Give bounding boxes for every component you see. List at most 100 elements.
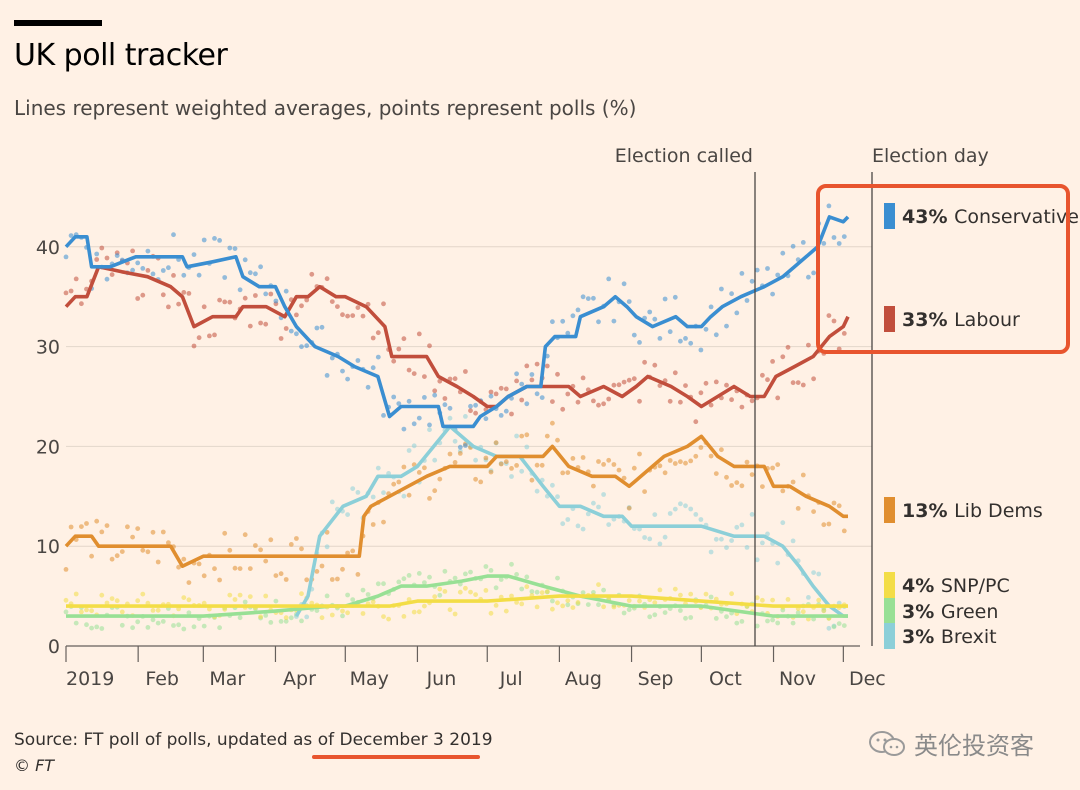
- green-poll-point: [288, 615, 294, 621]
- green-poll-point: [688, 615, 694, 620]
- libdems-poll-point: [181, 556, 187, 562]
- snp-poll-point: [401, 614, 407, 619]
- conservative-poll-point: [253, 271, 258, 277]
- green-poll-point: [534, 589, 540, 595]
- green-poll-point: [841, 623, 847, 628]
- conservative-poll-point: [288, 328, 294, 334]
- labour-poll-point: [160, 292, 166, 298]
- libdems-poll-point: [273, 573, 279, 578]
- green-poll-point: [263, 613, 269, 618]
- labour-poll-point: [335, 304, 340, 309]
- libdems-poll-point: [94, 518, 100, 524]
- libdems-poll-point: [760, 484, 765, 489]
- snp-poll-point: [345, 610, 350, 616]
- libdems-poll-point: [606, 457, 612, 463]
- snp-line: [66, 594, 848, 608]
- labour-poll-point: [130, 248, 136, 254]
- green-poll-point: [621, 610, 627, 616]
- libdems-poll-point: [89, 553, 94, 559]
- brexit-poll-point: [550, 482, 555, 488]
- libdems-poll-point: [616, 467, 622, 473]
- brexit-poll-point: [662, 534, 668, 540]
- libdems-poll-point: [524, 432, 530, 438]
- snp-poll-point: [370, 599, 376, 605]
- snp-poll-point: [299, 591, 304, 597]
- snp-poll-point: [319, 615, 325, 621]
- conservative-poll-point: [237, 287, 243, 293]
- x-tick-label: Jul: [499, 668, 523, 690]
- brexit-poll-point: [596, 504, 601, 510]
- labour-poll-point: [529, 377, 535, 383]
- conservative-poll-point: [150, 271, 156, 277]
- conservative-poll-point: [780, 250, 786, 256]
- brexit-poll-point: [560, 521, 566, 527]
- chat-bubbles-icon: [868, 729, 906, 759]
- green-poll-point: [160, 619, 166, 624]
- conservative-poll-point: [631, 332, 637, 338]
- libdems-poll-point: [222, 530, 228, 536]
- snp-poll-point: [140, 591, 146, 597]
- labour-poll-point: [544, 363, 550, 369]
- libdems-poll-point: [452, 460, 458, 465]
- green-poll-point: [739, 619, 745, 624]
- green-poll-point: [268, 620, 274, 625]
- libdems-poll-point: [478, 479, 484, 485]
- brexit-poll-point: [606, 522, 612, 527]
- libdems-poll-point: [529, 477, 535, 483]
- green-poll-point: [406, 573, 412, 578]
- conservative-poll-point: [514, 371, 519, 377]
- labour-line: [64, 265, 850, 409]
- conservative-poll-point: [314, 325, 320, 331]
- snp-poll-point: [672, 586, 678, 592]
- conservative-poll-point: [488, 393, 494, 399]
- green-poll-point: [242, 599, 248, 605]
- brexit-poll-point: [760, 540, 765, 546]
- labour-poll-point: [534, 361, 540, 367]
- conservative-poll-point: [463, 443, 468, 448]
- annotation-label: Election day: [872, 145, 989, 167]
- conservative-poll-point: [596, 319, 601, 325]
- green-poll-point: [396, 579, 402, 585]
- brexit-poll-point: [345, 512, 350, 517]
- labour-poll-point: [514, 378, 519, 384]
- green-poll-point: [186, 610, 192, 616]
- legend-label-green: 3% Green: [902, 601, 998, 623]
- conservative-poll-point: [130, 267, 136, 273]
- green-poll-point: [555, 575, 560, 581]
- brexit-poll-point: [463, 414, 468, 419]
- libdems-poll-point: [560, 470, 566, 476]
- conservative-poll-point: [114, 253, 120, 258]
- poll-chart: 0 10 20 30 40 2019 Feb Mar Apr May Jun Jul Aug Sep Oct…: [36, 145, 1079, 690]
- conservative-poll-point: [662, 296, 668, 302]
- labour-poll-point: [99, 245, 105, 251]
- labour-poll-point: [222, 299, 228, 305]
- labour-poll-point: [145, 268, 151, 273]
- green-line: [66, 574, 848, 618]
- libdems-poll-point: [135, 526, 141, 531]
- libdems-poll-point: [370, 522, 376, 527]
- snp-poll-point: [258, 614, 263, 620]
- libdems-poll-point: [79, 524, 84, 529]
- y-tick-label: 0: [48, 636, 60, 658]
- snp-poll-point: [186, 597, 192, 603]
- snp-poll-point: [657, 587, 663, 593]
- conservative-poll-point: [580, 294, 586, 300]
- snp-poll-point: [555, 600, 560, 606]
- snp-poll-point: [119, 609, 125, 615]
- labour-poll-point: [427, 343, 432, 349]
- labour-poll-point: [493, 391, 499, 397]
- green-poll-point: [324, 593, 330, 599]
- brexit-poll-point: [350, 486, 356, 491]
- libdems-poll-point: [795, 506, 801, 511]
- libdems-poll-point: [406, 492, 412, 498]
- labour-poll-point: [370, 335, 376, 341]
- snp-poll-point: [488, 610, 494, 616]
- conservative-poll-point: [831, 235, 837, 240]
- labour-poll-point: [109, 272, 115, 277]
- conservative-poll-point: [212, 236, 217, 241]
- legend-swatch-green: [884, 598, 895, 624]
- green-poll-point: [662, 610, 668, 615]
- green-poll-point: [734, 620, 740, 626]
- snp-poll-point: [785, 597, 791, 602]
- conservative-poll-point: [422, 395, 427, 400]
